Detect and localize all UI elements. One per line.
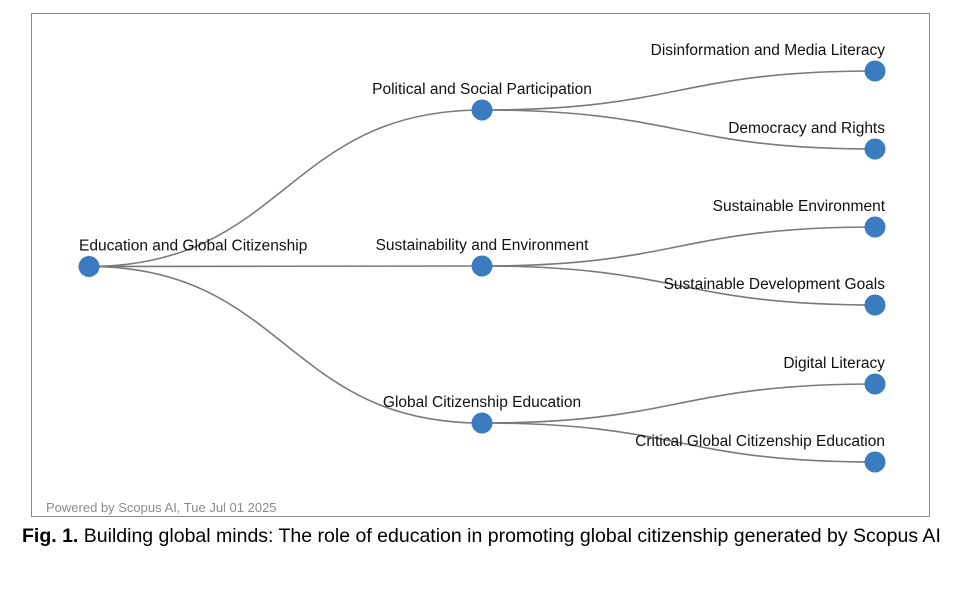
node-circle-critical[interactable] [864,451,886,473]
link-sustainability-sdg [481,265,876,306]
tree-links [88,70,876,463]
node-label-democracy: Democracy and Rights [728,120,885,137]
node-label-critical: Critical Global Citizenship Education [635,433,885,450]
node-sust-env[interactable]: Sustainable Environment [713,198,886,238]
node-label-sdg: Sustainable Development Goals [664,276,886,293]
node-sustainability[interactable]: Sustainability and Environment [376,237,590,277]
node-circle-political[interactable] [471,99,493,121]
node-democracy[interactable]: Democracy and Rights [728,120,886,160]
tree-diagram: Education and Global Citizenship Politica… [78,42,886,473]
node-circle-sustainability[interactable] [471,255,493,277]
link-root-political [88,109,483,268]
node-circle-root[interactable] [78,256,100,277]
node-label-political: Political and Social Participation [372,81,592,98]
node-gce[interactable]: Global Citizenship Education [383,394,581,434]
caption-text: Building global minds: The role of educa… [78,525,941,547]
tree-nodes: Education and Global Citizenship Politica… [78,42,886,473]
figure-caption: Fig. 1. Building global minds: The role … [22,523,947,549]
node-label-gce: Global Citizenship Education [383,394,581,411]
node-label-disinfo: Disinformation and Media Literacy [651,42,886,59]
node-label-root: Education and Global Citizenship [79,238,307,255]
link-political-democracy [481,109,876,150]
powered-by-footer: Powered by Scopus AI, Tue Jul 01 2025 [46,500,277,515]
node-circle-disinfo[interactable] [864,60,886,82]
link-sustainability-sust-env [481,226,876,267]
node-circle-sust-env[interactable] [864,216,886,238]
link-gce-digital [481,383,876,424]
node-label-sust-env: Sustainable Environment [713,198,886,215]
link-gce-critical [481,422,876,463]
node-circle-gce[interactable] [471,412,493,434]
node-circle-digital[interactable] [864,373,886,395]
link-root-gce [88,265,483,424]
link-political-disinfo [481,70,876,111]
caption-label: Fig. 1. [22,525,79,547]
node-critical[interactable]: Critical Global Citizenship Education [635,433,886,473]
node-circle-sdg[interactable] [864,294,886,316]
node-political[interactable]: Political and Social Participation [372,81,592,121]
node-digital[interactable]: Digital Literacy [783,355,886,395]
node-disinfo[interactable]: Disinformation and Media Literacy [651,42,886,82]
node-root[interactable]: Education and Global Citizenship [78,238,308,278]
node-circle-democracy[interactable] [864,138,886,160]
node-sdg[interactable]: Sustainable Development Goals [664,276,886,316]
diagram-frame [31,13,930,517]
link-root-sustainability [88,265,483,268]
node-label-digital: Digital Literacy [783,355,885,372]
node-label-sustainability: Sustainability and Environment [376,237,590,254]
